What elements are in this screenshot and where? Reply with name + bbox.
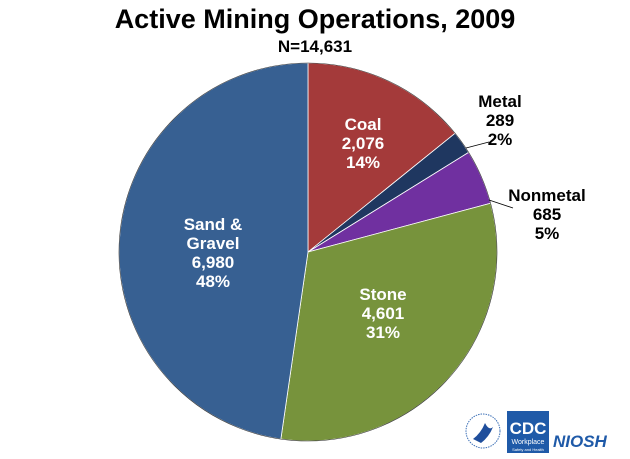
data-label-metal: Metal 289 2% <box>478 92 521 149</box>
cdc-logo-icon: CDC Workplace Safety and Health <box>507 411 549 453</box>
niosh-logo-icon: NIOSH <box>553 432 608 451</box>
svg-text:Safety and Health: Safety and Health <box>512 447 544 452</box>
chart-title: Active Mining Operations, 2009 <box>114 4 516 34</box>
hhs-eagle-icon <box>465 413 501 449</box>
cdc-niosh-logo: CDC Workplace Safety and Health NIOSH <box>465 411 608 453</box>
svg-text:Workplace: Workplace <box>512 439 545 446</box>
data-label-nonmetal: Nonmetal 685 5% <box>508 186 585 243</box>
leader-line-metal <box>465 141 490 149</box>
data-label-stone: Stone 4,601 31% <box>359 285 406 342</box>
svg-text:CDC: CDC <box>510 419 547 438</box>
pie-outline <box>118 62 498 442</box>
data-label-sand-gravel: Sand & Gravel 6,980 48% <box>184 215 243 291</box>
chart-subtitle: N=14,631 <box>277 37 353 56</box>
leader-line-nonmetal <box>488 199 514 209</box>
data-label-coal: Coal 2,076 14% <box>342 115 385 172</box>
